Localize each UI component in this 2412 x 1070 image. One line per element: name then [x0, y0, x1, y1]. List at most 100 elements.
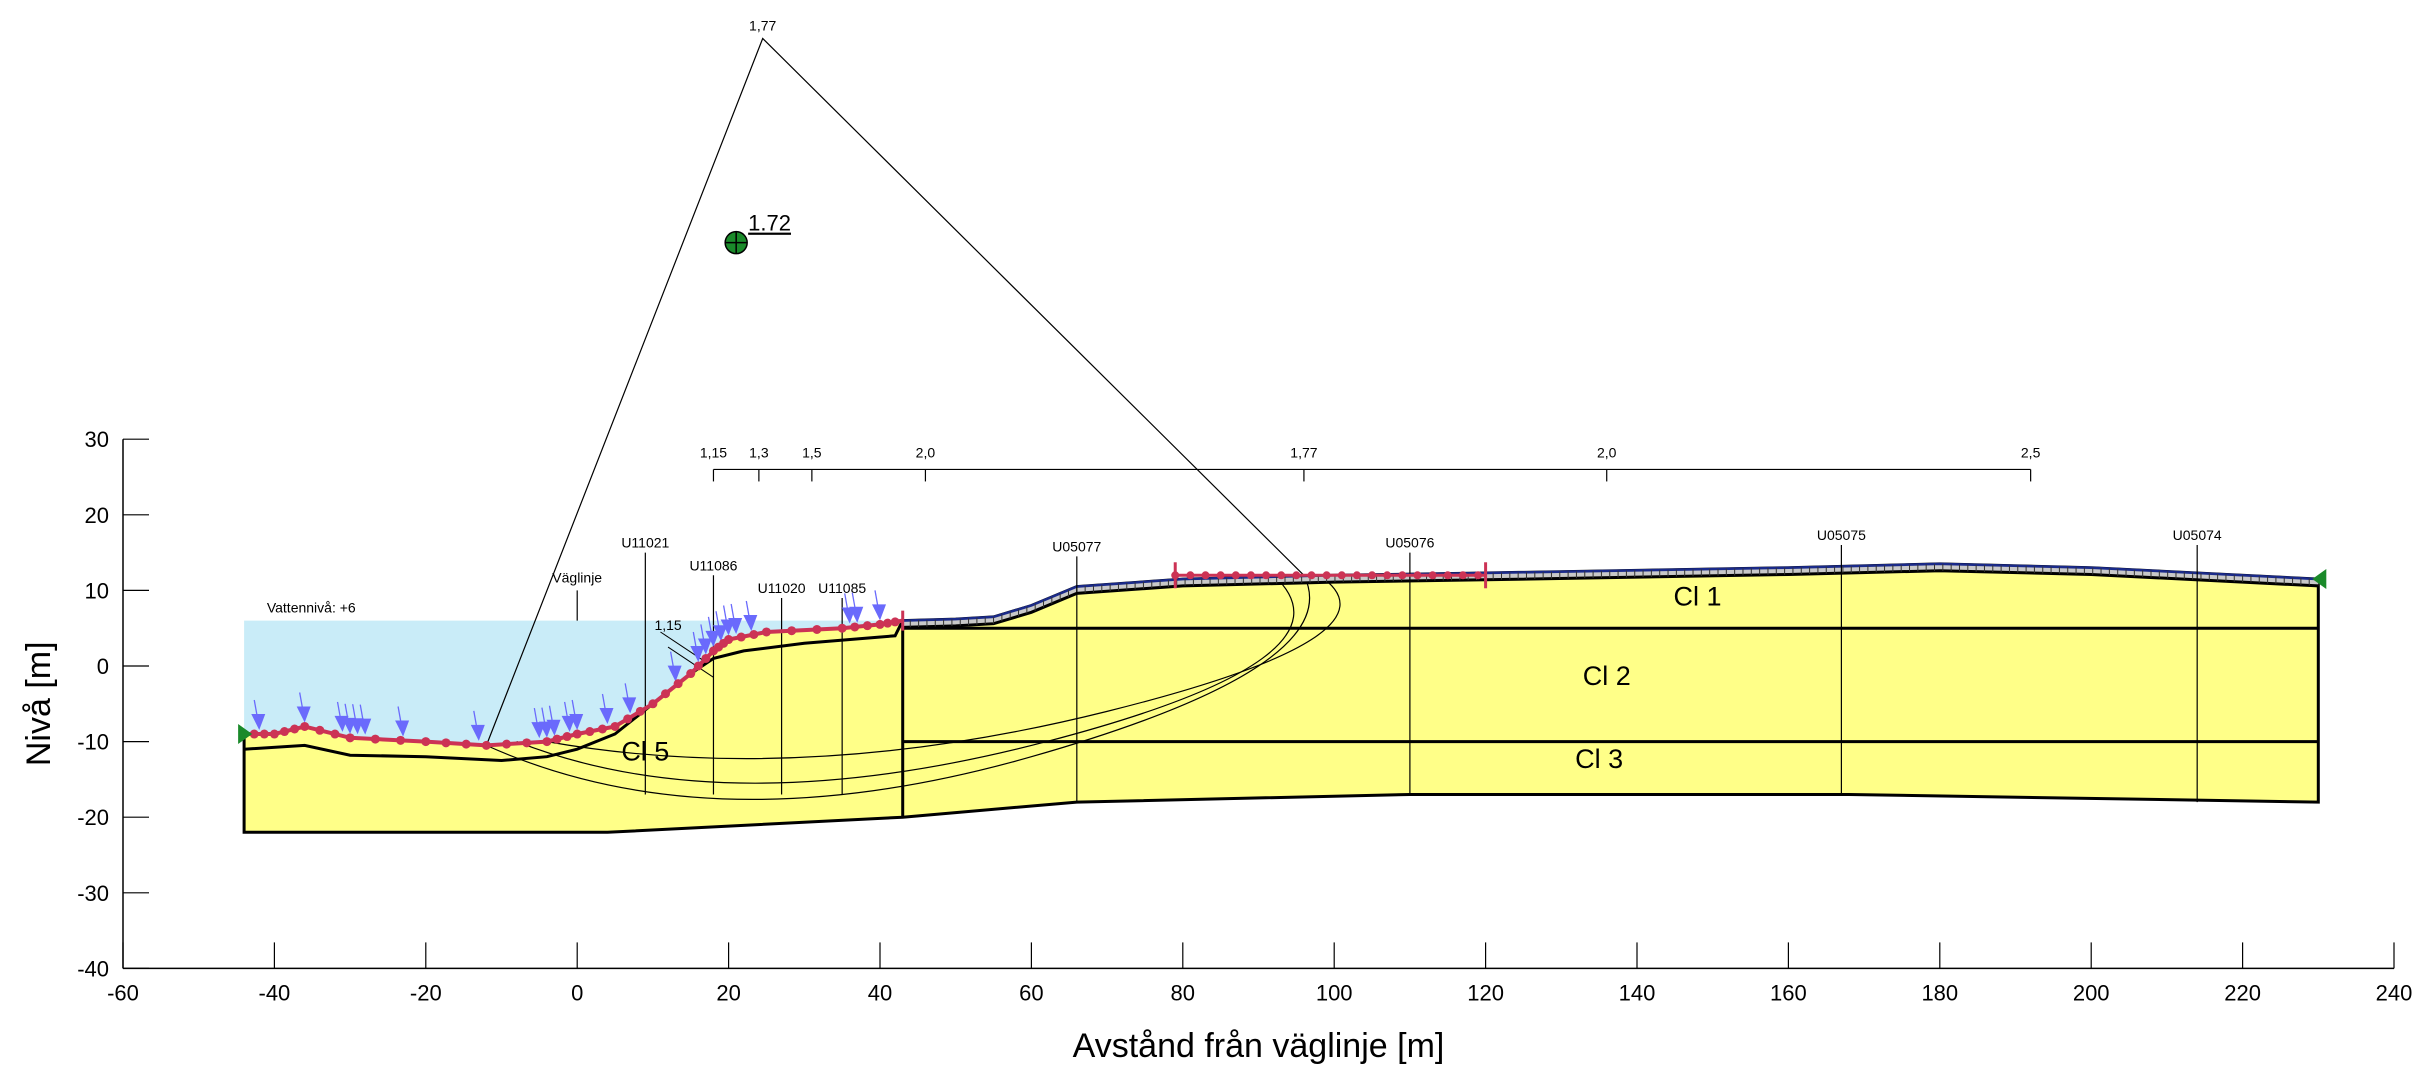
y-tick-label: -40	[77, 956, 109, 981]
slip-marker-dot	[502, 739, 512, 749]
slip-surface-1	[486, 575, 1310, 800]
slip-marker-dot	[837, 623, 847, 633]
slip-marker-dot	[330, 729, 340, 739]
fos-scale-label: 2,0	[1597, 444, 1617, 460]
seepage-arrow-head	[395, 720, 410, 737]
slip-marker-dot	[345, 733, 355, 743]
water-layer	[244, 620, 903, 746]
surcharge-dot	[1368, 571, 1377, 580]
seepage-arrow-head	[713, 625, 728, 642]
surcharge-dot	[1216, 571, 1225, 580]
slip-markers	[238, 562, 2327, 750]
slip-marker-dot	[562, 732, 572, 742]
slip-marker-dot	[315, 725, 325, 735]
surcharge-dot	[1337, 571, 1346, 580]
borehole-label: U05074	[2173, 527, 2222, 543]
pavement-layer	[902, 563, 2319, 628]
slip-surface-3	[546, 574, 1341, 760]
slip-marker-dot	[761, 627, 771, 637]
slip-surfaces	[485, 37, 1341, 800]
surcharge-dot	[1322, 571, 1331, 580]
axes: -60 -40 -20 0 20 40 60 80 100 120 140 160 180 200 220 2…	[77, 427, 2412, 1005]
borehole-label: U05075	[1817, 527, 1866, 543]
slip-marker-dot	[421, 737, 431, 747]
road-base-line	[902, 569, 2319, 629]
slip-marker-dot	[396, 735, 406, 745]
slip-marker-dot	[736, 632, 746, 642]
surcharge-dot	[1352, 571, 1361, 580]
seepage-arrow-head	[296, 706, 311, 723]
seepage-arrow-head	[849, 606, 864, 623]
y-tick-label: 0	[97, 654, 109, 679]
x-tick-label: 80	[1171, 980, 1195, 1005]
slip-marker-dot	[701, 653, 711, 663]
surcharge-dot	[1458, 571, 1467, 580]
seepage-arrow-head	[357, 718, 372, 735]
seepage-arrow-head	[697, 638, 712, 655]
borehole-label: U11086	[689, 557, 737, 573]
local-slip-line	[667, 646, 714, 678]
x-tick-label: 100	[1316, 980, 1353, 1005]
borehole-label: U11021	[621, 535, 669, 551]
slip-marker-dot	[522, 738, 532, 748]
fos-scale-label: 1,77	[1290, 444, 1317, 460]
surcharge-dot	[1246, 571, 1255, 580]
slip-marker-dot	[300, 721, 310, 731]
road-embankment	[902, 562, 2319, 629]
slip-marker-dot	[597, 724, 607, 734]
road-surface-line	[902, 562, 2319, 622]
surcharge-dot	[1262, 571, 1271, 580]
vaglinje-label: Väglinje	[552, 569, 602, 585]
slip-marker-dot	[635, 706, 645, 716]
water-body	[244, 620, 903, 746]
slip-surface-2	[516, 574, 1295, 784]
seepage-arrow-head	[690, 646, 705, 662]
slip-marker-dot	[875, 619, 885, 629]
slip-marker-dot	[259, 729, 269, 739]
slip-marker-dot	[693, 661, 703, 671]
right-boundary-icon	[2312, 569, 2327, 590]
y-tick-label: -20	[77, 805, 109, 830]
slip-marker-dot	[686, 669, 696, 679]
slip-marker-dot	[572, 729, 582, 739]
x-tick-label: 60	[1019, 980, 1043, 1005]
x-tick-label: 160	[1770, 980, 1807, 1005]
x-tick-label: -60	[107, 980, 139, 1005]
surcharge-dot	[1474, 571, 1483, 580]
labels: Vattennivå: +6 Väglinje 1,77 1.72 1,15 A…	[20, 18, 1444, 1065]
borehole-label: U11085	[818, 580, 866, 596]
surcharge-dot	[1428, 571, 1437, 580]
seepage-arrow-head	[251, 714, 266, 731]
slip-marker-dot	[661, 689, 671, 699]
seepage-arrow-head	[470, 724, 485, 741]
surcharge-dot	[1277, 571, 1286, 580]
fos-scale-label: 1,3	[749, 444, 769, 460]
slip-marker-dot	[552, 734, 562, 744]
x-tick-label: -40	[259, 980, 291, 1005]
x-tick-label: 140	[1619, 980, 1656, 1005]
y-axis-title: Nivå [m]	[20, 641, 58, 766]
slip-marker-dot	[812, 624, 822, 634]
slip-marker-dot	[673, 679, 683, 689]
x-tick-label: -20	[410, 980, 442, 1005]
y-tick-label: 30	[85, 427, 109, 452]
slip-marker-dot	[623, 714, 633, 724]
x-tick-label: 220	[2224, 980, 2261, 1005]
slip-marker-dot	[441, 738, 451, 748]
slip-marker-dot	[862, 621, 872, 631]
surcharge-dot	[1201, 571, 1210, 580]
y-tick-label: 20	[85, 503, 109, 528]
seepage-arrow-head	[622, 697, 637, 714]
fos-scale: 1,15 1,3 1,5 2,0 1,77 2,0 2,5	[700, 230, 2041, 482]
fos-scale-label: 1,5	[802, 444, 822, 460]
seepage-arrow-head	[599, 707, 614, 724]
borehole-label: U11020	[758, 580, 806, 596]
center-fos-label: 1.72	[748, 211, 791, 236]
seepage-arrow-head	[561, 715, 576, 732]
slip-marker-dot	[461, 739, 471, 749]
slip-marker-dot	[724, 635, 734, 645]
left-boundary-icon	[238, 724, 253, 745]
layer-label-cl-2: Cl 2	[1583, 661, 1631, 691]
slip-marker-dot	[883, 618, 893, 628]
